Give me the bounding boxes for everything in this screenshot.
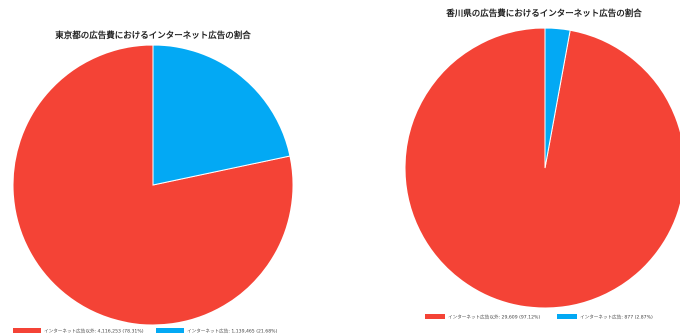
tokyo-legend-swatch-other	[13, 328, 41, 333]
kagawa-legend: インターネット広告以外: 29,609 (97.12%) インターネット広告: …	[425, 314, 653, 321]
kagawa-pie-chart: 香川県の広告費におけるインターネット広告の割合 インターネット広告以外: 29,…	[404, 8, 680, 321]
tokyo-slice-other	[12, 44, 294, 326]
kagawa-legend-swatch-other	[425, 314, 445, 319]
kagawa-legend-swatch-internet	[557, 314, 577, 319]
tokyo-legend-swatch-internet	[156, 328, 184, 333]
kagawa-chart-title: 香川県の広告費におけるインターネット広告の割合	[445, 8, 642, 19]
tokyo-pie-slices	[12, 44, 294, 326]
kagawa-slice-internet	[544, 27, 571, 169]
tokyo-legend-label-other: インターネット広告以外: 4,116,253 (78.31%)	[44, 328, 144, 335]
tokyo-pie-chart: 東京都の広告費におけるインターネット広告の割合 インターネット広告以外: 4,1…	[12, 30, 294, 335]
kagawa-legend-label-internet: インターネット広告: 877 (2.87%)	[580, 314, 653, 321]
tokyo-chart-title: 東京都の広告費におけるインターネット広告の割合	[55, 30, 251, 41]
tokyo-legend-label-internet: インターネット広告: 1,139,465 (21.68%)	[187, 328, 278, 335]
tokyo-legend: インターネット広告以外: 4,116,253 (78.31%) インターネット広…	[13, 328, 278, 335]
kagawa-legend-label-other: インターネット広告以外: 29,609 (97.12%)	[448, 314, 540, 321]
kagawa-slice-other	[404, 27, 680, 309]
tokyo-slice-internet	[152, 44, 291, 186]
kagawa-pie-slices	[404, 27, 680, 309]
